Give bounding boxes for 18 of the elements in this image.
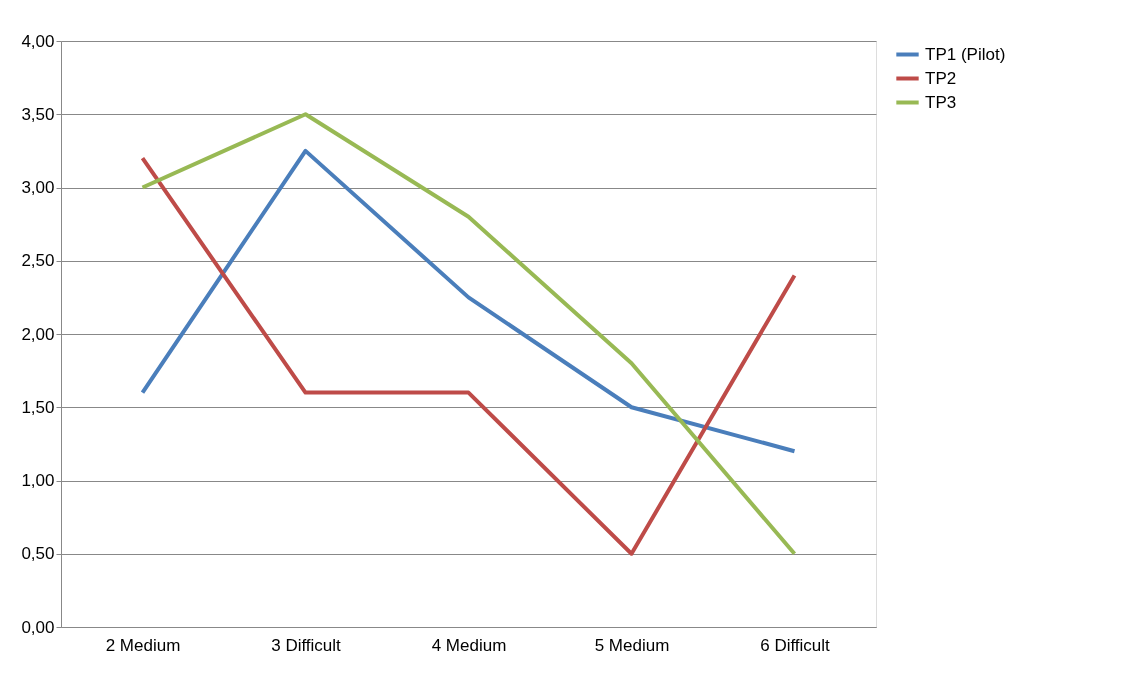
legend-label: TP3 — [925, 92, 957, 112]
legend-label: TP1 (Pilot) — [925, 44, 1006, 64]
x-tick-label: 4 Medium — [431, 635, 507, 655]
legend-label: TP2 — [925, 68, 957, 88]
y-tick-label: 3,50 — [21, 104, 55, 124]
y-tick-label: 1,00 — [21, 471, 55, 490]
x-tick-label: 6 Difficult — [760, 635, 831, 655]
x-tick-label: 5 Medium — [594, 635, 670, 655]
y-tick-label: 1,50 — [21, 397, 55, 417]
y-tick-label: 4,00 — [21, 31, 55, 51]
x-tick-label: 3 Difficult — [271, 635, 342, 655]
y-tick-label: 0,00 — [21, 617, 55, 637]
y-tick-label: 2,50 — [21, 251, 55, 271]
line-series — [140, 148, 797, 454]
x-tick-label: 2 Medium — [105, 635, 181, 655]
y-tick-label: 0,50 — [21, 544, 55, 564]
y-tick-label: 3,00 — [21, 178, 55, 197]
y-tick-label: 2,00 — [21, 324, 55, 344]
